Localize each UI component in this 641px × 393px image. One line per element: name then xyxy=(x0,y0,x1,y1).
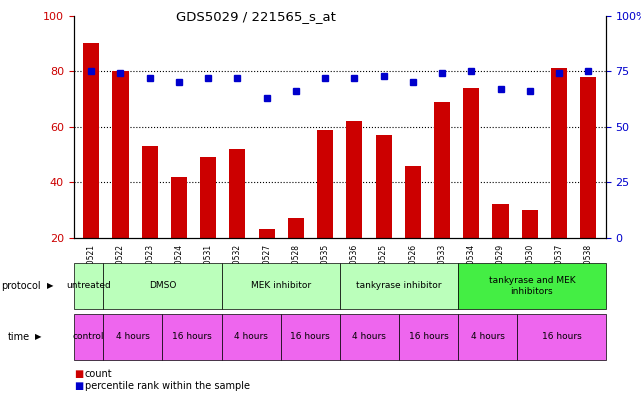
Text: 4 hours: 4 hours xyxy=(234,332,268,342)
Text: ■: ■ xyxy=(74,381,83,391)
Text: 4 hours: 4 hours xyxy=(116,332,150,342)
Text: control: control xyxy=(72,332,104,342)
Text: untreated: untreated xyxy=(66,281,111,290)
Bar xyxy=(171,177,187,293)
Bar xyxy=(463,88,479,293)
Text: ▶: ▶ xyxy=(35,332,42,342)
Text: GDS5029 / 221565_s_at: GDS5029 / 221565_s_at xyxy=(176,10,337,23)
Bar xyxy=(258,230,275,293)
Bar xyxy=(376,135,392,293)
Bar xyxy=(551,68,567,293)
Text: ■: ■ xyxy=(74,369,83,379)
Bar xyxy=(83,44,99,293)
Text: 4 hours: 4 hours xyxy=(353,332,387,342)
Bar xyxy=(580,77,596,293)
Bar xyxy=(200,157,216,293)
Bar xyxy=(404,165,421,293)
Text: ▶: ▶ xyxy=(47,281,53,290)
Bar xyxy=(522,210,538,293)
Bar xyxy=(317,130,333,293)
Text: 16 hours: 16 hours xyxy=(408,332,448,342)
Bar xyxy=(434,102,450,293)
Text: protocol: protocol xyxy=(1,281,41,291)
Text: 16 hours: 16 hours xyxy=(290,332,330,342)
Text: 4 hours: 4 hours xyxy=(470,332,504,342)
Text: count: count xyxy=(85,369,112,379)
Text: tankyrase and MEK
inhibitors: tankyrase and MEK inhibitors xyxy=(488,276,575,296)
Text: DMSO: DMSO xyxy=(149,281,176,290)
Bar xyxy=(229,149,246,293)
Bar xyxy=(346,121,362,293)
Text: percentile rank within the sample: percentile rank within the sample xyxy=(85,381,249,391)
Text: 16 hours: 16 hours xyxy=(172,332,212,342)
Bar xyxy=(288,219,304,293)
Text: 16 hours: 16 hours xyxy=(542,332,581,342)
Text: time: time xyxy=(8,332,30,342)
Text: tankyrase inhibitor: tankyrase inhibitor xyxy=(356,281,442,290)
Bar xyxy=(492,204,508,293)
Bar xyxy=(112,71,129,293)
Text: MEK inhibitor: MEK inhibitor xyxy=(251,281,311,290)
Bar xyxy=(142,146,158,293)
